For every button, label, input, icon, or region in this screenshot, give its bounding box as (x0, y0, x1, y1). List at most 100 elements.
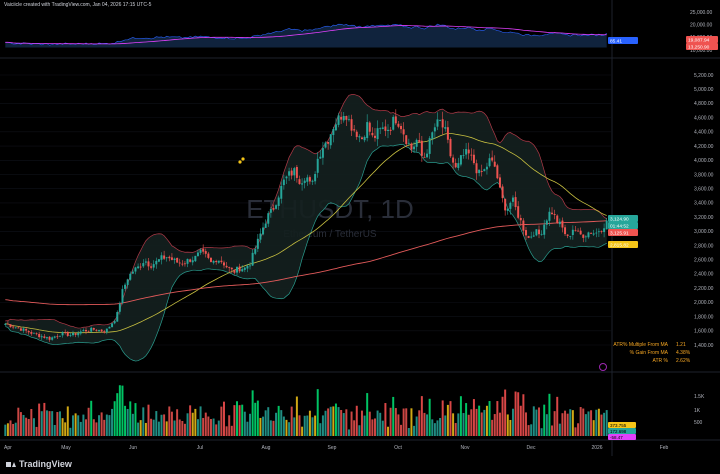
volume-bar (350, 411, 353, 436)
volume-bar (155, 411, 158, 436)
volume-bar (152, 419, 155, 436)
candle-body (415, 139, 418, 147)
candle-body (168, 256, 171, 259)
volume-bar (35, 426, 38, 436)
volume-bar (87, 407, 90, 436)
candle-body (579, 230, 582, 235)
volume-bar (485, 405, 488, 436)
volume-bar (277, 405, 280, 436)
volume-bar (538, 407, 540, 436)
volume-bar (293, 417, 296, 436)
volume-bar (525, 412, 527, 436)
volume-bar (4, 424, 7, 436)
candle-body (155, 260, 158, 265)
volume-bar (160, 414, 163, 436)
volume-bar (332, 406, 335, 436)
candle-body (530, 236, 533, 238)
volume-bar (215, 424, 218, 436)
top-badge-bg (686, 43, 718, 50)
volume-bar (298, 415, 301, 436)
price-tick-label: 4,800.00 (694, 101, 714, 107)
volume-bar (181, 421, 184, 436)
candle-body (472, 154, 475, 164)
volume-bar (194, 408, 197, 436)
moving-average-short (5, 133, 607, 334)
tradingview-logo[interactable]: TradingView (6, 459, 72, 469)
candle-body (306, 177, 309, 182)
volume-bar (446, 404, 449, 436)
candle-body (58, 335, 61, 337)
candle-body (56, 336, 59, 338)
volume-bar (418, 410, 421, 436)
volume-bar (238, 405, 241, 436)
candle-body (459, 155, 462, 165)
candle-body (165, 257, 168, 259)
volume-bar (501, 396, 504, 436)
volume-bar (532, 406, 535, 436)
moving-average-long (5, 220, 607, 306)
candle-body (150, 266, 153, 268)
volume-bar (327, 408, 330, 436)
volume-bar (267, 407, 270, 436)
volume-bar (342, 413, 345, 436)
candle-body (118, 303, 121, 312)
volume-bar (40, 411, 43, 436)
volume-bar (45, 410, 48, 436)
volume-bar (467, 414, 470, 436)
candlesticks[interactable] (4, 109, 608, 342)
volume-bar (30, 409, 33, 436)
volume-bar (371, 419, 374, 436)
candle-body (522, 220, 525, 231)
candle-body (285, 176, 288, 179)
candle-body (376, 128, 379, 140)
volume-bar (168, 406, 171, 436)
candle-body (509, 202, 512, 209)
bollinger-band-fill (5, 94, 607, 362)
volume-bar (449, 401, 452, 436)
time-axis-labels: May Jun Jul Aug Sep Oct Nov Dec 2026 Feb Apr (4, 445, 669, 451)
volume-bar (264, 410, 267, 436)
candle-body (363, 136, 366, 141)
candle-body (35, 333, 38, 335)
candle-body (124, 284, 127, 289)
volume-bar (551, 425, 554, 436)
volume-bar (142, 407, 145, 436)
price-tick-label: 4,200.00 (694, 144, 714, 150)
candle-body (353, 129, 356, 131)
candle-body (467, 149, 470, 154)
volume-bar (511, 408, 514, 436)
volume-bar (202, 417, 205, 436)
volume-bar (233, 405, 236, 436)
candle-body (264, 223, 267, 228)
volume-bar (478, 405, 481, 436)
candle-body (418, 140, 421, 142)
brand-name: TradingView (19, 459, 72, 469)
candle-body (327, 141, 330, 144)
volume-bar (324, 410, 327, 436)
candle-body (77, 333, 80, 336)
candle-body (66, 331, 69, 336)
candle-body (514, 197, 517, 208)
volume-bar (176, 409, 179, 436)
candle-body (74, 333, 77, 335)
volume-bar (472, 399, 475, 436)
candle-body (337, 115, 340, 125)
volume-bar (506, 414, 509, 436)
volume-bar (74, 413, 77, 436)
candle-body (147, 261, 150, 267)
candle-body (295, 166, 298, 178)
volume-bar (196, 419, 199, 436)
volume-bar (329, 406, 332, 436)
candle-body (332, 129, 335, 136)
volume-bar (353, 420, 356, 436)
candle-body (311, 180, 314, 182)
bollinger-fill (5, 94, 607, 362)
alert-icon[interactable] (599, 363, 607, 371)
candle-body (82, 330, 85, 332)
volume-bar (345, 409, 348, 436)
volume-bar (392, 396, 395, 436)
candle-body (392, 116, 395, 130)
volume-bar (246, 421, 249, 436)
